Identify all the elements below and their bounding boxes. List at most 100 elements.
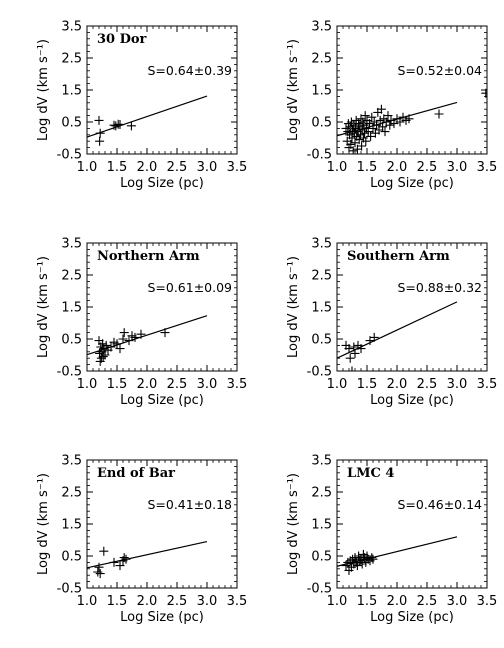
x-tick-label: 2.0 [387, 160, 408, 175]
x-tick-label: 1.5 [107, 377, 128, 392]
data-point [356, 344, 366, 354]
x-tick-label: 1.5 [107, 594, 128, 609]
data-point [360, 128, 370, 138]
data-point [119, 553, 129, 563]
x-tick-label: 2.5 [167, 160, 188, 175]
data-point [95, 136, 105, 146]
scatter-panel-3: 1.0 1.5 2.0 2.5 3.0 3.5 -0.5 0.5 1.5 2.5 3.5 Log Si… [36, 237, 247, 409]
x-axis-label: Log Size (pc) [120, 176, 204, 191]
x-tick-label: 2.0 [387, 594, 408, 609]
panel-title: Northern Arm [97, 249, 200, 264]
y-tick-label: 1.5 [61, 518, 82, 533]
x-tick-label: 1.0 [77, 594, 98, 609]
y-tick-label: 3.5 [311, 20, 332, 35]
x-tick-label: 1.0 [77, 377, 98, 392]
x-tick-label: 1.5 [357, 377, 378, 392]
x-tick-label: 3.0 [197, 160, 218, 175]
x-tick-label: 1.0 [327, 377, 348, 392]
data-point [349, 559, 359, 569]
x-axis-label: Log Size (pc) [120, 393, 204, 408]
data-point [350, 348, 360, 358]
x-tick-label: 2.0 [137, 160, 158, 175]
data-point [363, 127, 373, 137]
data-point [369, 332, 379, 342]
data-points [341, 88, 487, 154]
y-axis-label: Log dV (km s⁻¹) [36, 256, 51, 358]
data-point [367, 553, 377, 563]
y-tick-label: -0.5 [57, 365, 82, 380]
data-point [106, 342, 116, 352]
data-point [343, 557, 353, 567]
x-axis-label: Log Size (pc) [370, 393, 454, 408]
data-point [372, 120, 382, 130]
y-tick-label: -0.5 [307, 148, 332, 163]
x-tick-label: 1.0 [327, 160, 348, 175]
slope-label: S=0.52±0.04 [397, 63, 482, 78]
data-point [347, 366, 357, 371]
y-axis-label: Log dV (km s⁻¹) [286, 39, 301, 141]
data-point [383, 111, 393, 121]
data-point [367, 112, 377, 122]
y-tick-label: 2.5 [311, 52, 332, 67]
slope-label: S=0.41±0.18 [147, 497, 232, 512]
data-point [395, 117, 405, 127]
scatter-panel-6: 1.0 1.5 2.0 2.5 3.0 3.5 -0.5 0.5 1.5 2.5 3.5 Log Si… [286, 454, 497, 626]
data-points [341, 549, 378, 575]
x-tick-label: 1.0 [77, 160, 98, 175]
x-axis-label: Log Size (pc) [370, 176, 454, 191]
data-points [341, 332, 379, 371]
data-point [368, 554, 378, 564]
data-point [481, 88, 487, 98]
data-point [93, 567, 103, 577]
x-tick-label: 2.0 [137, 594, 158, 609]
y-tick-label: 3.5 [311, 237, 332, 252]
x-tick-label: 3.0 [447, 160, 468, 175]
y-tick-label: 2.5 [311, 486, 332, 501]
x-tick-label: 3.0 [197, 594, 218, 609]
data-point [385, 120, 395, 130]
x-tick-label: 2.5 [417, 594, 438, 609]
data-point [352, 561, 362, 571]
slope-label: S=0.88±0.32 [397, 280, 482, 295]
data-points [94, 115, 136, 146]
y-tick-label: 3.5 [61, 454, 82, 469]
data-point [376, 104, 386, 114]
data-point [98, 339, 108, 349]
fit-line [86, 95, 208, 138]
x-tick-label: 3.0 [447, 594, 468, 609]
y-tick-label: 2.5 [61, 269, 82, 284]
data-point [99, 546, 109, 556]
x-tick-label: 2.5 [167, 594, 188, 609]
data-point [404, 114, 414, 124]
y-tick-label: 1.5 [61, 301, 82, 316]
x-tick-label: 2.5 [417, 160, 438, 175]
data-point [111, 121, 121, 131]
y-tick-label: 3.5 [61, 20, 82, 35]
data-point [100, 350, 110, 360]
data-point [346, 139, 356, 149]
y-tick-label: -0.5 [57, 582, 82, 597]
y-tick-label: 2.5 [311, 269, 332, 284]
x-tick-label: 3.5 [227, 160, 248, 175]
fit-line [86, 541, 208, 569]
data-point [95, 128, 105, 138]
x-tick-label: 3.5 [227, 377, 248, 392]
data-points [93, 546, 131, 579]
y-axis-label: Log dV (km s⁻¹) [36, 39, 51, 141]
x-tick-label: 3.5 [477, 594, 498, 609]
x-tick-label: 2.5 [167, 377, 188, 392]
scatter-panel-2: 1.0 1.5 2.0 2.5 3.0 3.5 -0.5 0.5 1.5 2.5 3.5 Log Si… [286, 20, 497, 192]
data-point [115, 344, 125, 354]
y-axis-label: Log dV (km s⁻¹) [36, 473, 51, 575]
data-point [121, 554, 131, 564]
y-tick-label: 0.5 [61, 116, 82, 131]
scatter-panel-1: 1.0 1.5 2.0 2.5 3.0 3.5 -0.5 0.5 1.5 2.5 3.5 Log Si… [36, 20, 247, 192]
x-tick-label: 3.5 [477, 377, 498, 392]
y-tick-label: 2.5 [61, 486, 82, 501]
data-point [348, 146, 358, 154]
data-point [434, 109, 444, 119]
data-point [366, 131, 376, 141]
panel-title: Southern Arm [347, 249, 450, 264]
data-point [101, 340, 111, 350]
